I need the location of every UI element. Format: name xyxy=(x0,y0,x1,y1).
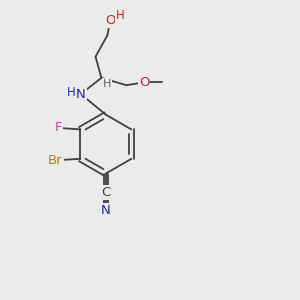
Text: H: H xyxy=(116,9,124,22)
Text: N: N xyxy=(101,204,111,217)
Text: F: F xyxy=(55,122,62,134)
Text: N: N xyxy=(76,88,86,100)
Text: H: H xyxy=(103,79,111,89)
Text: C: C xyxy=(101,186,110,199)
Text: O: O xyxy=(139,76,149,89)
Text: H: H xyxy=(67,86,76,99)
Text: Br: Br xyxy=(48,154,63,167)
Text: O: O xyxy=(105,14,116,27)
